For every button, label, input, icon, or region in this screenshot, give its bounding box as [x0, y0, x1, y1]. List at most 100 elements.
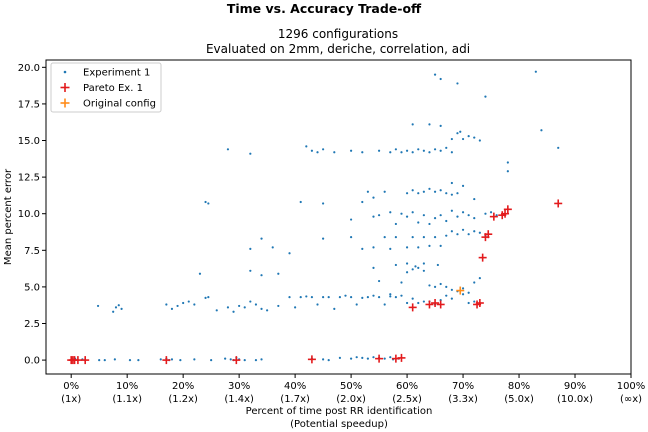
data-point [327, 358, 330, 362]
data-point-plus [554, 199, 563, 208]
data-point [445, 219, 448, 223]
x-tick-sublabel: (1x) [61, 394, 81, 405]
data-point [170, 307, 174, 310]
data-point [377, 214, 381, 217]
data-point [170, 358, 174, 361]
data-point [484, 95, 487, 98]
data-point [461, 184, 465, 187]
x-tick-sublabel: (10.0x) [557, 394, 593, 405]
series-1-points [67, 199, 563, 365]
data-point [288, 296, 291, 299]
data-point [467, 233, 470, 236]
data-point [207, 296, 210, 299]
x-axis-label-line-2: (Potential speedup) [290, 419, 388, 430]
data-point [271, 246, 274, 249]
data-point [422, 262, 425, 265]
data-point [478, 139, 481, 142]
data-point [176, 304, 179, 308]
data-point [249, 152, 252, 155]
data-point [383, 190, 386, 193]
data-point [461, 137, 465, 141]
data-point [445, 146, 448, 149]
data-point [456, 192, 459, 195]
data-point [450, 230, 453, 233]
data-point [394, 236, 397, 239]
data-point [113, 358, 116, 361]
legend: Experiment 1 Pareto Ex. 1 Original config [50, 62, 162, 113]
data-point [422, 236, 425, 239]
data-point [467, 214, 470, 217]
data-point [428, 187, 431, 190]
data-point [377, 279, 381, 283]
data-point [473, 281, 476, 284]
data-point [277, 304, 280, 308]
data-point [361, 151, 364, 154]
data-point [456, 215, 459, 218]
data-point [433, 148, 437, 151]
data-point [333, 307, 336, 310]
data-point [422, 190, 425, 193]
legend-marker-plus [60, 83, 70, 92]
data-point [456, 233, 459, 236]
y-tick-label: 17.5 [18, 99, 40, 110]
x-axis-label-line-1: Percent of time post RR identification [246, 406, 433, 417]
data-point [159, 358, 162, 361]
data-point [433, 285, 437, 288]
data-point [445, 234, 448, 237]
x-tick-sublabel: (3.3x) [448, 394, 478, 405]
data-point [288, 252, 291, 255]
data-point-plus [436, 300, 445, 309]
data-point [389, 356, 392, 359]
x-tick-label: 80% [508, 381, 530, 392]
x-tick-label: 30% [228, 381, 250, 392]
data-point [128, 358, 132, 362]
series-2-points [456, 286, 465, 295]
data-point [98, 358, 101, 362]
x-tick-sublabel: (2.5x) [392, 394, 422, 405]
data-point [322, 237, 325, 240]
data-point [473, 197, 476, 201]
data-point [366, 190, 369, 193]
data-point [372, 294, 375, 297]
data-point [405, 149, 409, 152]
data-point [204, 200, 207, 204]
y-tick-label: 2.5 [24, 319, 40, 330]
data-point [405, 271, 409, 274]
data-point [238, 304, 241, 308]
data-point [534, 70, 537, 73]
data-point [322, 202, 325, 205]
data-point [120, 307, 123, 310]
data-point [215, 309, 218, 312]
data-point [411, 236, 414, 239]
data-point [439, 77, 442, 81]
data-point [389, 151, 392, 154]
chart-subtitle-line-1: 1296 configurations [278, 27, 398, 41]
data-point [450, 193, 453, 196]
data-point [557, 146, 560, 149]
data-point [394, 296, 397, 299]
data-point [103, 358, 106, 362]
data-point [338, 296, 341, 299]
data-point-plus [475, 299, 484, 308]
data-point [389, 295, 392, 298]
data-point [484, 212, 487, 215]
data-point [372, 356, 375, 359]
data-point [428, 123, 431, 126]
data-point [405, 215, 409, 218]
data-point [405, 262, 409, 265]
x-tick-label: 100% [617, 381, 646, 392]
x-tick-label: 90% [564, 381, 586, 392]
y-tick-label: 12.5 [18, 173, 40, 184]
data-point [249, 300, 252, 303]
data-point [338, 356, 341, 359]
x-tick-sublabel: (1.1x) [112, 394, 142, 405]
data-point [456, 82, 459, 85]
data-point [394, 222, 397, 226]
data-point [349, 296, 353, 299]
data-point [112, 310, 115, 313]
data-point [333, 151, 336, 154]
x-tick-sublabel: (5.0x) [504, 394, 534, 405]
data-point [349, 149, 353, 152]
data-point-plus [375, 354, 384, 363]
